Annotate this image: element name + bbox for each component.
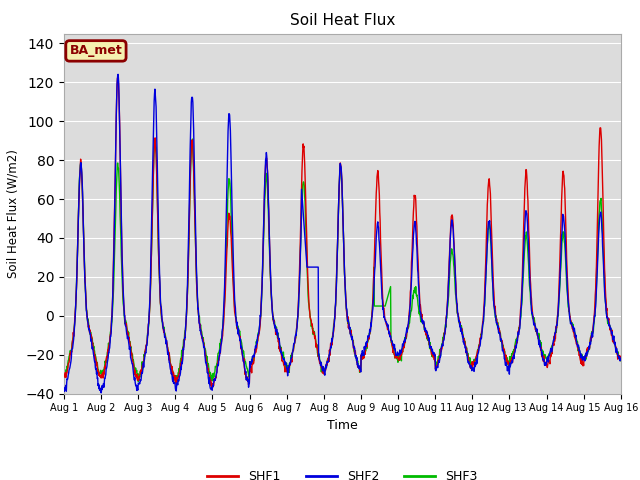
- SHF1: [171, 377, 179, 383]
- SHF1: [247, 367, 255, 373]
- Line: SHF1: SHF1: [64, 77, 621, 388]
- SHF3: [60, 372, 68, 378]
- SHF2: [429, 349, 437, 355]
- SHF2: [247, 360, 255, 366]
- SHF2: [60, 386, 68, 392]
- SHF2: [172, 382, 179, 387]
- SHF2: [97, 390, 105, 396]
- X-axis label: Time: Time: [327, 419, 358, 432]
- SHF1: [208, 385, 216, 391]
- SHF3: [502, 356, 510, 362]
- SHF3: [189, 136, 196, 142]
- Text: BA_met: BA_met: [70, 44, 122, 58]
- SHF1: [60, 372, 68, 377]
- SHF3: [552, 330, 559, 336]
- SHF1: [502, 359, 510, 364]
- SHF1: [184, 266, 192, 272]
- SHF3: [617, 356, 625, 361]
- SHF1: [114, 74, 122, 80]
- SHF2: [185, 235, 193, 241]
- Line: SHF3: SHF3: [64, 139, 621, 382]
- Legend: SHF1, SHF2, SHF3: SHF1, SHF2, SHF3: [202, 465, 483, 480]
- SHF1: [552, 336, 559, 341]
- SHF2: [552, 330, 559, 336]
- SHF3: [247, 360, 255, 366]
- SHF2: [617, 356, 625, 362]
- SHF3: [171, 372, 179, 378]
- SHF2: [115, 72, 122, 77]
- SHF3: [184, 263, 192, 268]
- Y-axis label: Soil Heat Flux (W/m2): Soil Heat Flux (W/m2): [6, 149, 20, 278]
- SHF1: [429, 354, 437, 360]
- Title: Soil Heat Flux: Soil Heat Flux: [290, 13, 395, 28]
- Line: SHF2: SHF2: [64, 74, 621, 393]
- SHF2: [502, 360, 510, 366]
- SHF3: [134, 379, 142, 384]
- SHF3: [429, 353, 437, 359]
- SHF1: [617, 353, 625, 359]
